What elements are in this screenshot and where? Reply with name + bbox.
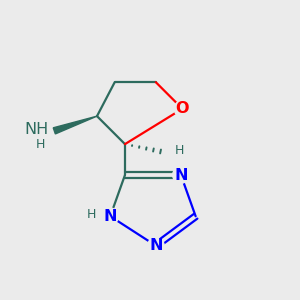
Circle shape <box>174 100 190 117</box>
Circle shape <box>173 167 189 183</box>
Text: N: N <box>174 167 188 182</box>
Text: H: H <box>175 144 184 157</box>
Text: NH: NH <box>24 122 48 137</box>
Text: O: O <box>176 101 189 116</box>
Text: H: H <box>86 208 96 221</box>
Text: N: N <box>149 238 163 253</box>
Circle shape <box>102 208 119 224</box>
Text: N: N <box>103 209 117 224</box>
Text: H: H <box>36 138 45 151</box>
Polygon shape <box>53 116 97 134</box>
Circle shape <box>148 237 164 254</box>
